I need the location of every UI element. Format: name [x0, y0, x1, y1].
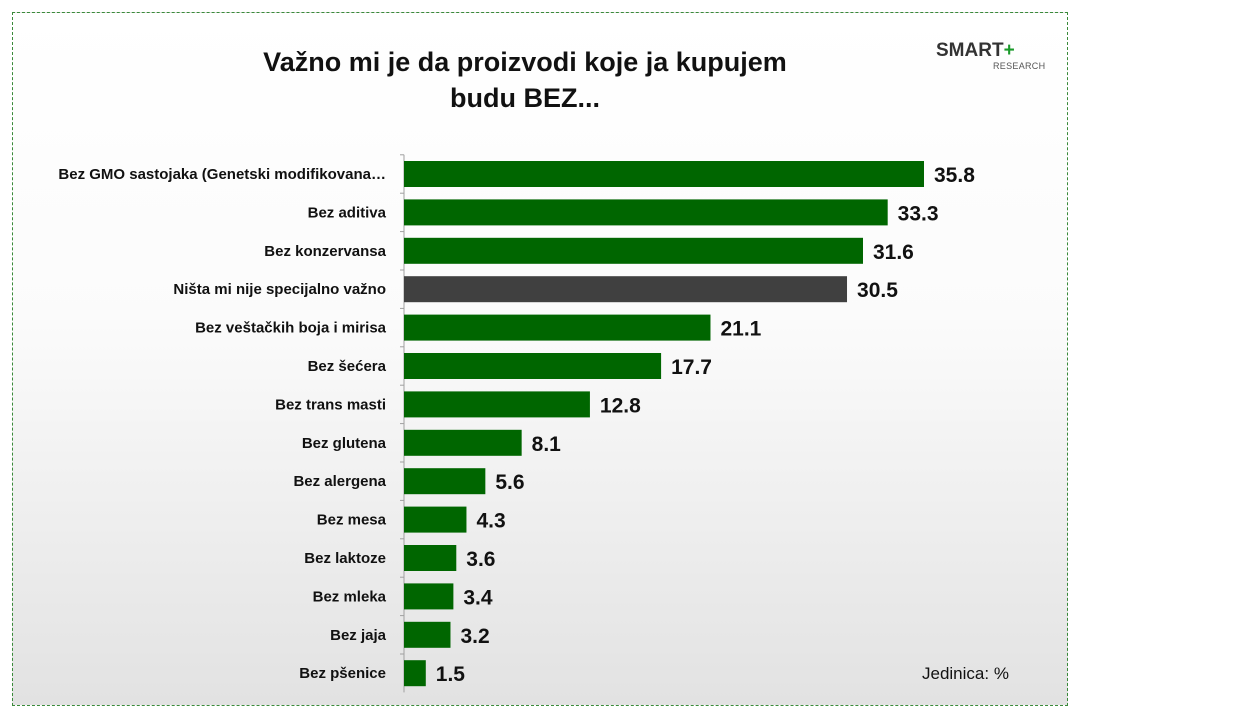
category-label: Bez mesa [317, 512, 387, 529]
data-label: 17.7 [671, 356, 712, 379]
category-label: Bez jaja [330, 627, 387, 644]
category-label: Bez šećera [308, 358, 387, 375]
bar [404, 545, 457, 571]
category-label: Bez aditiva [308, 204, 387, 221]
data-label: 8.1 [532, 433, 562, 456]
data-label: 3.2 [460, 625, 489, 648]
bar [404, 660, 426, 687]
data-label: 3.4 [463, 586, 493, 609]
data-label: 35.8 [934, 164, 975, 187]
bar [404, 429, 522, 456]
category-label: Bez trans masti [275, 396, 386, 413]
category-label: Bez GMO sastojaka (Genetski modifikovana… [58, 166, 386, 183]
data-label: 33.3 [898, 202, 939, 225]
data-label: 1.5 [436, 663, 466, 686]
bar [404, 391, 590, 418]
category-label: Bez glutena [302, 435, 387, 452]
logo-main-text: SMART [936, 40, 1004, 61]
smart-research-logo: SMART+ RESEARCH [936, 40, 1046, 71]
data-label: 31.6 [873, 241, 914, 264]
category-label: Bez mleka [313, 588, 387, 605]
data-label: 3.6 [466, 548, 495, 571]
bar [404, 583, 454, 610]
category-label: Ništa mi nije specijalno važno [173, 281, 386, 298]
bar [404, 237, 863, 264]
data-label: 4.3 [476, 510, 505, 533]
bar [404, 199, 888, 226]
bar [404, 314, 711, 341]
bar [404, 161, 924, 187]
category-label: Bez alergena [293, 473, 386, 490]
category-label: Bez laktoze [304, 550, 386, 567]
category-label: Bez konzervansa [264, 243, 386, 260]
logo-plus-icon: + [1003, 40, 1015, 61]
chart-title-line-1: Važno mi je da proizvodi koje ja kupujem [263, 47, 787, 77]
bar [404, 353, 662, 379]
data-label: 5.6 [495, 471, 524, 494]
category-label: Bez veštačkih boja i mirisa [195, 320, 387, 337]
category-label: Bez pšenice [299, 665, 386, 682]
logo-sub-text: RESEARCH [993, 61, 1046, 71]
unit-label: Jedinica: % [922, 664, 1009, 683]
data-label: 30.5 [857, 279, 898, 302]
bar [404, 506, 467, 533]
data-label: 12.8 [600, 394, 641, 417]
chart-title: Važno mi je da proizvodi koje ja kupujem… [200, 44, 850, 116]
bar [404, 276, 848, 303]
bar [404, 621, 451, 648]
bar [404, 468, 486, 495]
data-label: 21.1 [720, 318, 761, 341]
chart-title-line-2: budu BEZ... [450, 83, 600, 113]
